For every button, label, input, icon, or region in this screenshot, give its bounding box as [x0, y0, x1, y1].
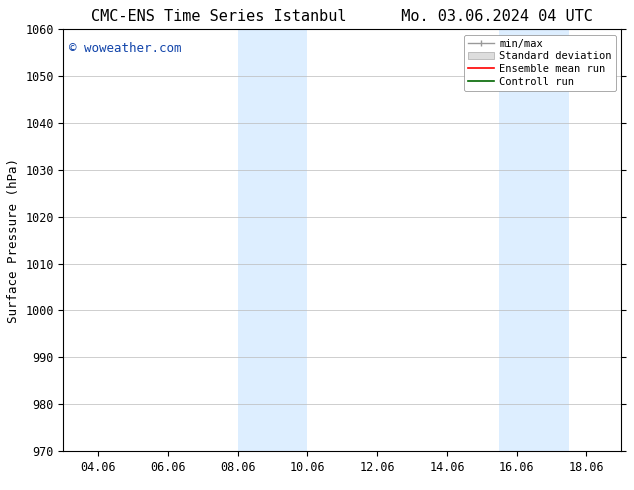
- Text: © woweather.com: © woweather.com: [69, 42, 181, 55]
- Bar: [238, 29, 307, 451]
- Legend: min/max, Standard deviation, Ensemble mean run, Controll run: min/max, Standard deviation, Ensemble me…: [464, 35, 616, 91]
- Bar: [500, 29, 569, 451]
- Y-axis label: Surface Pressure (hPa): Surface Pressure (hPa): [6, 158, 20, 322]
- Title: CMC-ENS Time Series Istanbul      Mo. 03.06.2024 04 UTC: CMC-ENS Time Series Istanbul Mo. 03.06.2…: [91, 9, 593, 24]
